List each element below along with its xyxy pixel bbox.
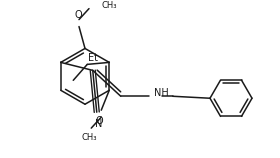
- Text: O: O: [74, 10, 82, 20]
- Text: N: N: [95, 119, 102, 129]
- Text: CH₃: CH₃: [101, 1, 116, 10]
- Text: Et: Et: [88, 53, 98, 63]
- Text: NH: NH: [154, 88, 169, 98]
- Text: O: O: [95, 116, 103, 126]
- Text: CH₃: CH₃: [81, 133, 97, 142]
